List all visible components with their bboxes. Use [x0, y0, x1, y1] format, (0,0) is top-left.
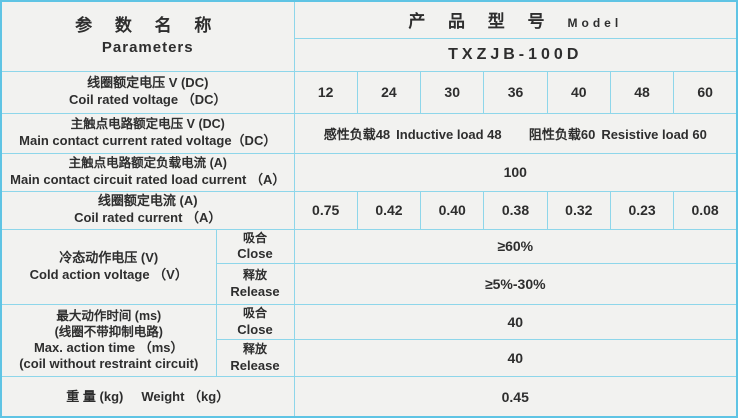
row-max-time-close: 最大动作时间 (ms) (线圈不带抑制电路) Max. action time … [0, 304, 738, 378]
cold-action-release-sublabel: 释放 Release [215, 263, 295, 306]
contact-voltage-label-zh: 主触点电路额定电压 V (DC) [70, 117, 225, 132]
release-sublabel-en: Release [230, 358, 280, 374]
max-time-label-en2: (coil without restraint circuit) [19, 356, 199, 372]
cold-action-label-zh: 冷态动作电压 (V) [59, 250, 159, 266]
row-weight: 重 量 (kg) Weight （kg） 0.45 [0, 376, 738, 418]
parameters-title-en: Parameters [101, 38, 194, 56]
coil-current-value: 0.32 [546, 190, 611, 230]
coil-current-label-en: Coil rated current （A） [74, 210, 222, 226]
header-row-model-number: TXZJB-100D [1, 37, 738, 72]
coil-current-value: 0.75 [293, 190, 358, 230]
coil-voltage-value: 24 [356, 70, 422, 114]
model-title-zh: 产 品 型 号 [408, 12, 554, 32]
contact-voltage-label-en: Main contact current rated voltage（DC） [19, 132, 277, 148]
max-time-label: 最大动作时间 (ms) (线圈不带抑制电路) Max. action time … [0, 304, 217, 378]
max-time-label-zh2: (线圈不带抑制电路) [54, 324, 163, 339]
row-cold-action-close: 冷态动作电压 (V) Cold action voltage （V） 吸合 Cl… [0, 228, 738, 306]
coil-current-value: 0.40 [420, 190, 485, 230]
resistive-load: 阻性负载60 Resistive load 60 [529, 124, 707, 143]
header-row-model: 参 数 名 称 Parameters 产 品 型 号 Model [0, 0, 738, 72]
weight-label-zh: 重 量 (kg) [66, 388, 124, 404]
row-coil-voltage: 线圈额定电压 V (DC) Coil rated voltage （DC） 12… [0, 70, 738, 114]
max-time-close-sublabel: 吸合 Close [215, 304, 295, 341]
coil-current-value: 0.08 [673, 190, 738, 230]
contact-current-label: 主触点电路额定负载电流 (A) Main contact circuit rat… [0, 152, 295, 192]
model-number-cell: TXZJB-100D [293, 37, 738, 72]
weight-label: 重 量 (kg) Weight （kg） [0, 376, 295, 418]
coil-voltage-value: 40 [546, 70, 611, 114]
row-contact-current: 主触点电路额定负载电流 (A) Main contact circuit rat… [0, 152, 738, 192]
release-sublabel-en: Release [230, 284, 280, 300]
coil-voltage-label-en: Coil rated voltage （DC） [69, 92, 227, 108]
row-cold-action-release: 释放 Release ≥5%-30% [1, 263, 738, 306]
max-time-release-value: 40 [293, 339, 738, 378]
max-time-label-zh1: 最大动作时间 (ms) [56, 308, 162, 323]
inductive-load-zh: 感性负载48 [323, 126, 391, 142]
contact-voltage-value: 感性负载48 Inductive load 48 阻性负载60 Resistive … [293, 112, 738, 154]
close-sublabel-zh: 吸合 [243, 306, 268, 321]
contact-current-label-zh: 主触点电路额定负载电流 (A) [68, 156, 227, 171]
cold-action-close-sublabel: 吸合 Close [215, 228, 295, 265]
coil-voltage-label-zh: 线圈额定电压 V (DC) [87, 75, 209, 91]
contact-voltage-label: 主触点电路额定电压 V (DC) Main contact current ra… [0, 112, 295, 154]
row-max-time-release: 释放 Release 40 [1, 339, 738, 378]
coil-voltage-value: 30 [420, 70, 485, 114]
parameters-title-zh: 参 数 名 称 [75, 16, 221, 36]
close-sublabel-en: Close [237, 246, 273, 262]
coil-voltage-value: 36 [483, 70, 548, 114]
inductive-load: 感性负载48 Inductive load 48 [324, 124, 502, 143]
contact-current-value: 100 [293, 152, 738, 192]
resistive-load-en: Resistive load 60 [601, 126, 707, 142]
release-sublabel-zh: 释放 [243, 342, 268, 357]
coil-current-label: 线圈额定电流 (A) Coil rated current （A） [0, 190, 295, 230]
coil-current-value: 0.42 [356, 190, 422, 230]
max-time-close-value: 40 [293, 304, 738, 341]
cold-action-label: 冷态动作电压 (V) Cold action voltage （V） [0, 228, 217, 306]
cold-action-close-value: ≥60% [293, 228, 738, 265]
model-header-cell: 产 品 型 号 Model [293, 0, 738, 39]
close-sublabel-en: Close [237, 322, 273, 338]
row-contact-voltage: 主触点电路额定电压 V (DC) Main contact current ra… [0, 112, 738, 154]
close-sublabel-zh: 吸合 [243, 230, 268, 245]
coil-current-value: 0.38 [483, 190, 548, 230]
coil-voltage-value: 60 [673, 70, 738, 114]
parameters-header-cell: 参 数 名 称 Parameters [0, 0, 295, 72]
model-title-en: Model [567, 16, 623, 31]
weight-label-en: Weight （kg） [141, 388, 230, 404]
cold-action-release-value: ≥5%-30% [293, 263, 738, 306]
coil-current-label-zh: 线圈额定电流 (A) [97, 193, 198, 209]
row-coil-current: 线圈额定电流 (A) Coil rated current （A） 0.75 0… [0, 190, 738, 230]
cold-action-label-en: Cold action voltage （V） [29, 267, 188, 283]
contact-current-label-en: Main contact circuit rated load current … [10, 171, 286, 187]
inductive-load-en: Inductive load 48 [396, 126, 502, 142]
coil-current-value: 0.23 [609, 190, 675, 230]
weight-value: 0.45 [293, 376, 738, 418]
coil-voltage-value: 48 [609, 70, 675, 114]
coil-voltage-label: 线圈额定电压 V (DC) Coil rated voltage （DC） [0, 70, 295, 114]
max-time-release-sublabel: 释放 Release [215, 339, 295, 378]
release-sublabel-zh: 释放 [243, 268, 268, 283]
resistive-load-zh: 阻性负载60 [528, 126, 596, 142]
coil-voltage-value: 12 [293, 70, 358, 114]
max-time-label-en1: Max. action time （ms） [33, 340, 184, 356]
